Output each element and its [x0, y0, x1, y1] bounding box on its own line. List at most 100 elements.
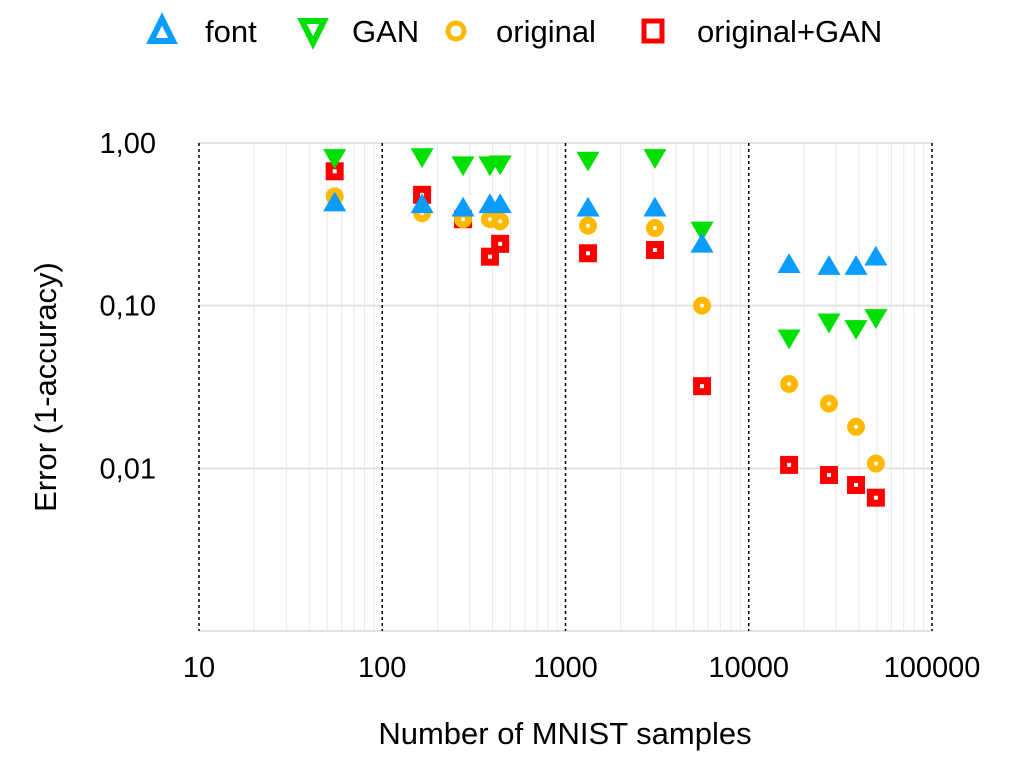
- data-point: [645, 240, 664, 259]
- x-tick-label: 10000: [708, 652, 789, 684]
- legend-label: GAN: [352, 14, 419, 49]
- data-point: [491, 234, 510, 253]
- data-point-hole: [487, 217, 492, 222]
- data-point-hole: [854, 482, 859, 487]
- data-point: [576, 151, 600, 172]
- data-point: [491, 212, 510, 231]
- data-point: [780, 455, 799, 474]
- data-point: [579, 244, 598, 263]
- data-point-shape: [323, 191, 347, 212]
- data-point: [847, 417, 866, 436]
- data-point: [847, 475, 866, 494]
- data-point: [780, 374, 799, 393]
- data-point: [579, 216, 598, 235]
- data-point-hole: [498, 241, 503, 246]
- legend-item: original+GAN: [641, 14, 882, 49]
- data-point-hole: [487, 254, 492, 259]
- data-point-hole: [700, 303, 705, 308]
- x-tick-label: 1000: [533, 652, 598, 684]
- series-original: [325, 187, 885, 473]
- data-point-shape: [643, 149, 667, 169]
- data-point-hole: [873, 461, 878, 466]
- data-point: [817, 313, 841, 334]
- data-point-hole: [787, 381, 792, 386]
- data-point: [576, 196, 600, 217]
- data-point-shape: [451, 156, 475, 177]
- data-point-shape: [576, 196, 600, 217]
- data-point: [777, 329, 801, 350]
- data-point-shape: [777, 253, 801, 273]
- data-point-hole: [826, 401, 831, 406]
- data-point: [488, 155, 512, 176]
- data-point-shape: [777, 329, 801, 350]
- data-point-hole: [332, 169, 337, 174]
- data-point: [643, 149, 667, 169]
- data-point-hole: [826, 472, 831, 477]
- legend-label: original+GAN: [697, 14, 882, 49]
- legend-label: font: [205, 14, 257, 49]
- legend-marker-circle-icon: [445, 20, 467, 42]
- data-point: [643, 196, 667, 217]
- data-point: [866, 454, 885, 473]
- data-points: [323, 148, 888, 507]
- data-point-hole: [461, 217, 466, 222]
- legend-item: original: [445, 14, 596, 49]
- data-point-hole: [787, 462, 792, 467]
- series-gan: [323, 148, 888, 350]
- data-point-shape: [410, 193, 434, 214]
- data-point-shape: [323, 149, 347, 169]
- data-point: [451, 156, 475, 177]
- data-point-hole: [652, 226, 657, 231]
- data-point-shape: [844, 320, 868, 340]
- data-point: [693, 377, 712, 396]
- data-point-shape: [690, 221, 714, 242]
- tick-labels: 10 100 1000 10000 100000 1,00 0,10 0,01: [100, 128, 981, 684]
- data-point: [451, 196, 475, 217]
- data-point: [323, 191, 347, 212]
- data-point: [864, 245, 888, 266]
- data-point-shape: [451, 196, 475, 217]
- data-point: [325, 162, 344, 181]
- data-point-shape: [690, 232, 714, 253]
- data-point: [690, 232, 714, 253]
- data-point: [844, 320, 868, 340]
- legend-marker-triangle-down-icon: [297, 18, 329, 50]
- data-point-hole: [700, 384, 705, 389]
- grid-minor: [199, 142, 932, 632]
- legend-item: font: [146, 12, 257, 49]
- x-tick-label: 100: [358, 652, 406, 684]
- data-point-shape: [817, 313, 841, 334]
- data-point: [844, 255, 868, 275]
- data-point-shape: [576, 151, 600, 172]
- data-point: [488, 193, 512, 214]
- data-point: [693, 296, 712, 315]
- data-point-shape: [488, 155, 512, 176]
- data-point-hole: [854, 424, 859, 429]
- legend-marker-triangle-up-icon: [146, 12, 178, 44]
- data-point: [777, 253, 801, 273]
- data-point: [819, 394, 838, 413]
- legend-item: GAN: [297, 14, 419, 50]
- data-point-hole: [586, 223, 591, 228]
- data-point: [410, 193, 434, 214]
- data-point-shape: [488, 193, 512, 214]
- x-axis-title: Number of MNIST samples: [378, 716, 751, 751]
- data-point: [645, 219, 664, 238]
- data-point-shape: [864, 245, 888, 266]
- data-point: [690, 221, 714, 242]
- data-point: [323, 149, 347, 169]
- data-point: [817, 255, 841, 275]
- data-point: [866, 488, 885, 507]
- data-point: [410, 148, 434, 169]
- data-point-shape: [410, 148, 434, 169]
- x-tick-label: 10: [183, 652, 215, 684]
- y-axis-title: Error (1-accuracy): [28, 262, 63, 512]
- x-tick-label: 100000: [884, 652, 981, 684]
- series-font: [323, 191, 888, 275]
- data-point-shape: [864, 309, 888, 329]
- y-tick-label: 1,00: [100, 128, 156, 160]
- legend-marker-square-icon: [641, 18, 665, 44]
- legend-label: original: [496, 14, 596, 49]
- y-tick-label: 0,10: [100, 291, 156, 323]
